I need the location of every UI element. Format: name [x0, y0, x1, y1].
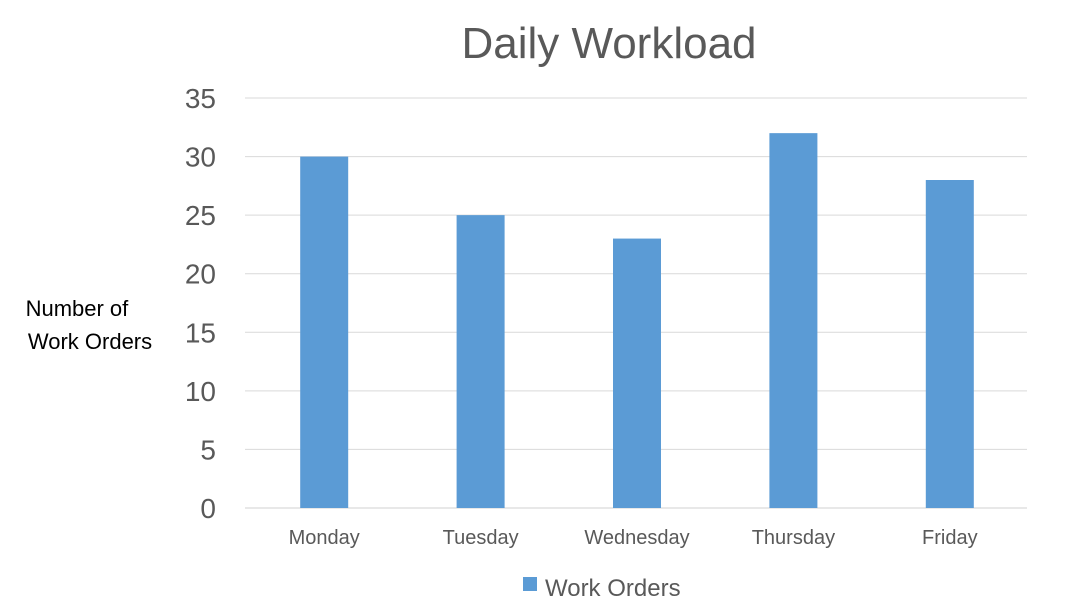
bar-thursday [769, 133, 818, 508]
y-tick-label: 30 [185, 142, 216, 173]
x-axis-ticks: Monday Tuesday Wednesday Thursday Friday [289, 527, 978, 549]
y-tick-label: 10 [185, 376, 216, 407]
chart-title: Daily Workload [461, 19, 756, 68]
y-tick-label: 15 [185, 317, 216, 348]
legend-swatch [523, 577, 537, 591]
x-tick-label: Wednesday [584, 527, 689, 549]
y-axis-label-line-1: Number of [26, 296, 130, 321]
x-tick-label: Monday [289, 527, 360, 549]
legend-label: Work Orders [545, 575, 681, 602]
bar-wednesday [613, 238, 661, 509]
bar-friday [925, 180, 974, 508]
bar-monday [300, 156, 349, 509]
y-tick-label: 35 [185, 83, 216, 114]
y-tick-label: 20 [185, 259, 216, 290]
bar-tuesday [456, 215, 505, 508]
y-tick-label: 0 [200, 493, 216, 524]
bars [300, 133, 974, 509]
legend: Work Orders [523, 575, 681, 602]
y-axis-label-line-2: Work Orders [28, 329, 152, 354]
y-axis-label: Number of Work Orders [26, 296, 153, 354]
x-tick-label: Friday [922, 527, 978, 549]
y-axis-ticks: 0 5 10 15 20 25 30 35 [185, 83, 216, 524]
y-tick-label: 5 [200, 434, 216, 465]
x-tick-label: Thursday [752, 527, 835, 549]
x-tick-label: Tuesday [443, 527, 519, 549]
y-tick-label: 25 [185, 200, 216, 231]
